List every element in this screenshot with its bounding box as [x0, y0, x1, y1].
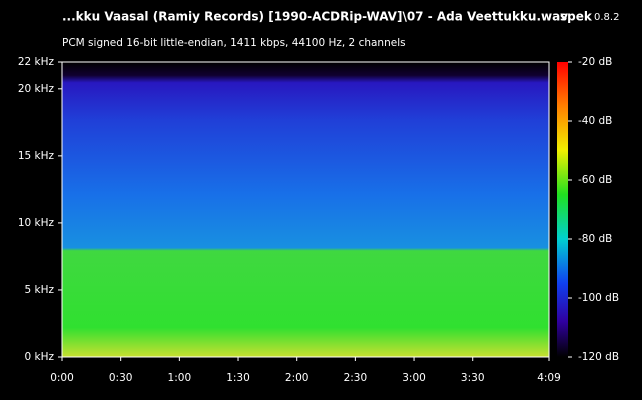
- color-tick-label: -60 dB: [578, 174, 612, 186]
- color-tick-label: -40 dB: [578, 115, 612, 127]
- y-tick-label: 10 kHz: [18, 217, 55, 229]
- color-tick-label: -100 dB: [578, 292, 619, 304]
- y-tick-label: 22 kHz: [18, 56, 55, 68]
- color-tick-label: -80 dB: [578, 233, 612, 245]
- x-tick-label: 4:09: [537, 372, 561, 384]
- x-tick-label: 2:00: [285, 372, 309, 384]
- color-tick-label: -120 dB: [578, 351, 619, 363]
- x-tick-label: 3:30: [461, 372, 485, 384]
- app-name: spek: [560, 10, 593, 24]
- y-tick-label: 5 kHz: [24, 284, 54, 296]
- x-tick-label: 0:00: [50, 372, 74, 384]
- spectrogram-image: [62, 62, 549, 357]
- app-version: 0.8.2: [594, 12, 619, 23]
- y-tick-label: 20 kHz: [18, 83, 55, 95]
- x-tick-label: 0:30: [109, 372, 133, 384]
- plot-frame: [61, 61, 550, 358]
- x-tick-label: 1:30: [226, 372, 250, 384]
- subtitle: PCM signed 16-bit little-endian, 1411 kb…: [62, 37, 406, 49]
- y-tick-label: 15 kHz: [18, 150, 55, 162]
- file-title: ...kku Vaasal (Ramiy Records) [1990-ACDR…: [62, 10, 568, 24]
- x-tick-label: 2:30: [344, 372, 368, 384]
- y-tick-label: 0 kHz: [24, 351, 54, 363]
- color-tick-label: -20 dB: [578, 56, 612, 68]
- x-tick-label: 1:00: [168, 372, 192, 384]
- x-tick-label: 3:00: [402, 372, 426, 384]
- color-bar: [557, 62, 568, 357]
